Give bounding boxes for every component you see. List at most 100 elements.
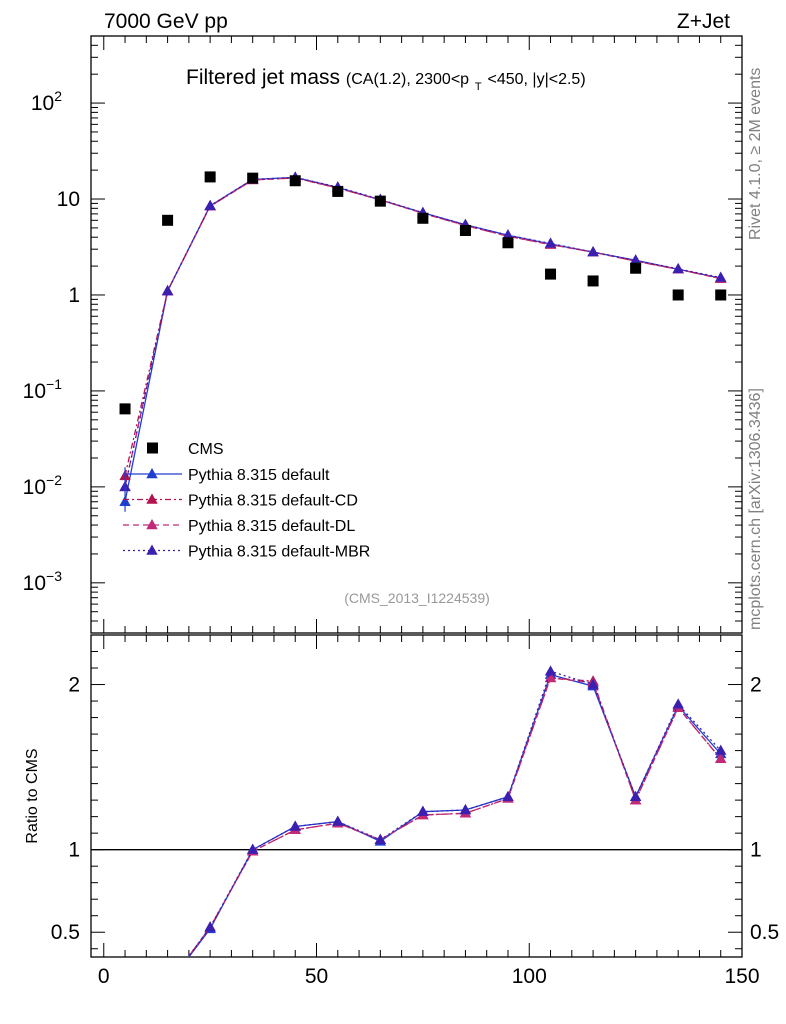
cms-data-point xyxy=(204,171,216,183)
ratio-series-marker xyxy=(204,921,216,932)
ratio-series-line xyxy=(187,670,722,957)
x-tick-label: 0 xyxy=(98,965,110,988)
legend-marker xyxy=(146,468,158,479)
ratio-series-marker xyxy=(417,805,429,816)
legend-label: Pythia 8.315 default-DL xyxy=(188,518,355,535)
main-y-tick-label: 10−3 xyxy=(23,568,63,595)
chart-title-detail-sub: T xyxy=(475,81,482,93)
ratio-series-marker xyxy=(332,815,344,826)
chart-title-detail-post: <450, |y|<2.5) xyxy=(488,71,586,88)
legend-marker xyxy=(146,493,158,504)
ratio-series-marker xyxy=(289,820,301,831)
ratio-y-axis-label: Ratio to CMS xyxy=(24,748,41,843)
main-y-tick-exponent: −3 xyxy=(46,568,62,584)
cms-data-point xyxy=(247,172,259,184)
cms-data-point xyxy=(502,237,514,249)
main-series-marker xyxy=(544,237,557,248)
main-series-marker xyxy=(502,229,514,240)
ratio-series xyxy=(91,665,742,957)
legend-label: Pythia 8.315 default xyxy=(188,467,330,484)
ratio-series-marker xyxy=(715,744,727,755)
ratio-series-line xyxy=(187,677,722,957)
cms-data-point xyxy=(119,403,131,415)
cms-data-point xyxy=(630,262,642,274)
main-y-tick-exponent: −2 xyxy=(46,472,62,488)
ratio-series-marker xyxy=(587,678,599,689)
cms-data-points xyxy=(119,171,727,415)
main-series-marker xyxy=(629,254,642,265)
cms-data-point xyxy=(374,195,386,207)
chart-title-detail-pre: (CA(1.2), 2300<p xyxy=(346,71,469,88)
legend: CMS Pythia 8.315 default Pythia 8.315 defa… xyxy=(123,441,370,561)
ratio-frame xyxy=(90,634,743,958)
cms-data-point xyxy=(545,268,557,280)
rivet-version-label: Rivet 4.1.0, ≥ 2M events xyxy=(747,68,764,240)
ratio-y-tick-label-left: 1 xyxy=(68,839,80,862)
main-y-tick-base: 10 xyxy=(57,188,80,211)
process-label: Z+Jet xyxy=(677,10,730,33)
ratio-y-tick-label-right: 1 xyxy=(750,839,762,862)
main-y-tick-exponent: −1 xyxy=(46,376,62,392)
ratio-y-axis: 0.5 0.5 1 1 2 2 xyxy=(51,651,779,950)
cms-data-point xyxy=(289,175,301,187)
main-series-marker xyxy=(587,246,599,257)
ratio-series-marker xyxy=(502,790,514,802)
main-series-marker xyxy=(204,199,216,210)
main-y-tick-label: 10−1 xyxy=(23,376,63,403)
legend-label: Pythia 8.315 default-MBR xyxy=(188,544,370,561)
ratio-y-tick-label-left: 2 xyxy=(68,674,80,697)
main-y-tick-label: 10 xyxy=(57,188,80,211)
legend-marker-cms xyxy=(147,442,158,454)
main-frame xyxy=(90,35,743,634)
main-y-tick-base: 1 xyxy=(68,284,80,307)
cms-data-point xyxy=(332,185,344,197)
ratio-y-tick-label-right: 0.5 xyxy=(750,921,779,944)
legend-label: Pythia 8.315 default-CD xyxy=(188,493,358,510)
energy-label: 7000 GeV pp xyxy=(104,10,228,33)
source-label: mcplots.cern.ch [arXiv:1306.3436] xyxy=(747,388,764,630)
main-y-tick-base: 10 xyxy=(23,476,46,499)
main-y-tick-base: 10 xyxy=(31,92,54,115)
legend-label-cms: CMS xyxy=(188,441,224,458)
ratio-y-tick-label-left: 0.5 xyxy=(51,921,80,944)
ratio-y-tick-label-right: 2 xyxy=(750,674,762,697)
ratio-series-line xyxy=(187,677,722,957)
chart-title: Filtered jet mass (CA(1.2), 2300<p T <45… xyxy=(186,66,586,95)
ratio-series-marker xyxy=(544,671,557,683)
ratio-series-marker xyxy=(459,804,472,815)
main-y-tick-base: 10 xyxy=(23,572,46,595)
x-tick-label: 100 xyxy=(512,965,547,988)
main-y-tick-exponent: 2 xyxy=(54,88,62,104)
main-series-marker xyxy=(161,285,174,296)
cms-data-point xyxy=(417,212,429,224)
main-y-tick-label: 10−2 xyxy=(23,472,63,499)
ratio-series-line xyxy=(188,673,722,957)
x-axis: 0 50 100 150 xyxy=(98,635,760,988)
x-tick-label: 50 xyxy=(305,965,328,988)
ratio-series-marker xyxy=(672,698,684,709)
main-y-tick-base: 10 xyxy=(23,380,46,403)
x-tick-label: 150 xyxy=(724,965,759,988)
cms-data-point xyxy=(162,214,174,226)
cms-data-point xyxy=(587,275,599,287)
cms-data-point xyxy=(459,224,471,236)
legend-marker xyxy=(146,544,158,555)
ratio-series-marker xyxy=(246,843,259,854)
ratio-panel: Ratio to CMS 0.5 0.5 1 1 2 2 0 50 100 150 xyxy=(24,634,779,988)
ratio-series-marker xyxy=(715,752,727,764)
ratio-series-marker xyxy=(629,790,642,802)
analysis-id-label: (CMS_2013_I1224539) xyxy=(344,590,490,606)
ratio-series-marker xyxy=(374,833,387,844)
main-panel: Filtered jet mass (CA(1.2), 2300<p T <45… xyxy=(23,35,743,634)
cms-data-point xyxy=(715,289,727,301)
legend-marker xyxy=(146,519,158,530)
chart-title-main: Filtered jet mass xyxy=(186,66,340,89)
main-series-marker xyxy=(672,262,684,274)
main-y-tick-label: 1 xyxy=(68,284,80,307)
main-series-marker xyxy=(715,271,727,282)
ratio-series-marker xyxy=(544,665,557,676)
cms-data-point xyxy=(672,289,684,301)
main-y-tick-label: 102 xyxy=(31,88,62,115)
